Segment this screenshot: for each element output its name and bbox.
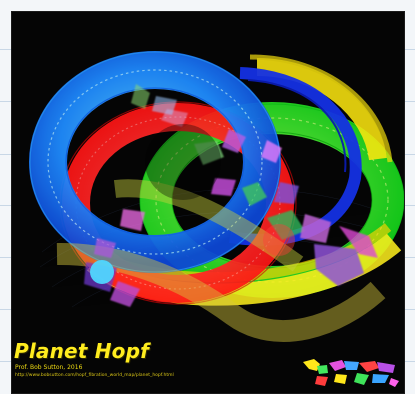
planet-hopf-poster: Planet Hopf Prof. Bob Sutton, 2016 http:…	[12, 12, 404, 393]
red-glow	[263, 224, 295, 256]
blue-fiber-ring	[29, 51, 281, 273]
world-map-fragments	[84, 84, 378, 307]
hopf-fibration-artwork	[12, 12, 404, 393]
world-map-icon	[299, 353, 401, 391]
center-shadow	[145, 124, 221, 200]
poster-url: http://www.bobsutton.com/hopf_fibration_…	[15, 373, 174, 378]
cyan-highlight	[90, 260, 114, 284]
olive-fiber-sweep	[56, 179, 386, 342]
poster-credit: Prof. Bob Sutton, 2016	[15, 364, 83, 371]
poster-title: Planet Hopf	[14, 339, 150, 363]
